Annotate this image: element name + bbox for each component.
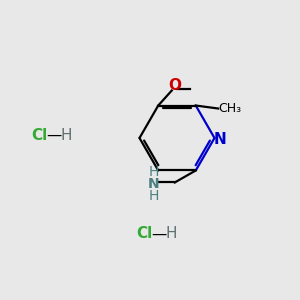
Text: N: N [148,177,160,191]
Text: H: H [165,226,177,242]
Text: Cl: Cl [136,226,152,242]
Text: CH₃: CH₃ [218,102,241,115]
Text: —: — [152,226,166,242]
Text: Cl: Cl [31,128,47,142]
Text: H: H [148,165,159,179]
Text: O: O [168,78,181,93]
Text: —: — [46,128,62,142]
Text: N: N [214,132,226,147]
Text: H: H [60,128,72,142]
Text: H: H [148,189,159,203]
